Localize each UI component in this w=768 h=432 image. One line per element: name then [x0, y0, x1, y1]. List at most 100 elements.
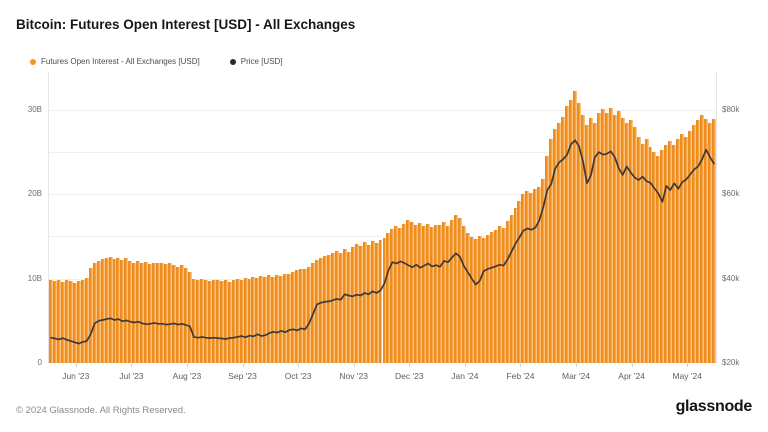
- oi-bar: [477, 236, 482, 363]
- x-axis-label: Aug '23: [172, 371, 202, 381]
- y-axis-tick-right: $40k: [722, 273, 740, 283]
- x-axis-tick: [75, 363, 77, 367]
- oi-bar: [235, 278, 240, 363]
- oi-bar: [382, 238, 387, 363]
- oi-bar: [267, 275, 272, 363]
- oi-bar: [672, 144, 677, 363]
- oi-bar: [136, 260, 141, 363]
- oi-bar: [584, 125, 589, 363]
- y-axis-tick-left: 0: [37, 358, 42, 367]
- oi-bar: [509, 214, 514, 363]
- oi-bar: [187, 271, 192, 363]
- oi-bar: [652, 152, 657, 363]
- oi-bar: [680, 133, 685, 363]
- oi-bar: [581, 115, 585, 363]
- oi-bar: [231, 280, 236, 363]
- legend-item-price[interactable]: Price [USD]: [229, 57, 283, 66]
- legend-label-price: Price [USD]: [240, 57, 283, 66]
- oi-bar: [557, 122, 562, 363]
- x-axis-label: May '24: [672, 371, 702, 381]
- oi-bar: [330, 253, 335, 363]
- oi-bar: [156, 263, 161, 363]
- oi-bar: [49, 280, 53, 363]
- oi-bar: [307, 266, 312, 363]
- x-axis-tick: [131, 363, 133, 367]
- y-axis-tick-left: 30B: [27, 104, 42, 114]
- oi-bar: [378, 239, 383, 363]
- oi-bar: [52, 281, 57, 363]
- oi-bar: [338, 252, 343, 363]
- oi-bar: [588, 118, 593, 363]
- oi-bar: [489, 232, 494, 363]
- oi-bar: [438, 224, 443, 363]
- chart-plot-area[interactable]: [48, 72, 717, 363]
- oi-bar: [191, 278, 196, 363]
- glassnode-logo[interactable]: glassnode: [675, 398, 753, 415]
- oi-bar: [442, 222, 447, 363]
- x-axis-tick: [576, 363, 578, 367]
- oi-bar: [271, 276, 276, 363]
- oi-bar: [628, 120, 633, 363]
- oi-bar: [465, 233, 470, 363]
- x-axis-tick: [687, 363, 689, 367]
- oi-bar: [620, 118, 625, 363]
- oi-bar: [569, 99, 574, 363]
- oi-bar: [243, 277, 248, 363]
- oi-bar: [263, 276, 268, 363]
- oi-bar: [577, 103, 581, 363]
- x-axis-label: Feb '24: [506, 371, 535, 381]
- oi-bar: [152, 262, 157, 363]
- oi-bar: [386, 233, 391, 363]
- oi-bar: [422, 226, 427, 363]
- oi-bar: [457, 217, 462, 363]
- copyright-text: © 2024 Glassnode. All Rights Reserved.: [16, 405, 186, 416]
- oi-bar: [299, 268, 304, 363]
- y-axis-tick-left: 10B: [27, 273, 42, 283]
- oi-bar: [183, 267, 188, 363]
- x-axis-tick: [353, 363, 355, 367]
- oi-bar: [68, 281, 73, 363]
- y-axis-tick-left: 20B: [27, 189, 42, 199]
- oi-bar: [561, 116, 566, 363]
- oi-bar: [140, 263, 145, 363]
- oi-bar: [402, 223, 407, 363]
- oi-bar: [315, 260, 319, 363]
- oi-bar: [521, 194, 526, 363]
- oi-bar: [624, 123, 629, 363]
- oi-bar: [291, 271, 296, 363]
- x-axis-tick: [520, 363, 522, 367]
- oi-bar: [453, 215, 458, 363]
- x-axis-tick: [186, 363, 188, 367]
- x-axis-label: Jan '24: [451, 371, 479, 381]
- oi-bar: [632, 126, 637, 363]
- oi-bar: [76, 281, 81, 363]
- open-interest-dot-icon: [30, 58, 36, 65]
- oi-bar: [461, 226, 466, 363]
- oi-bar: [469, 237, 474, 363]
- gridline: [49, 236, 716, 238]
- oi-bar: [239, 279, 244, 363]
- oi-bar: [172, 265, 177, 363]
- oi-bar: [505, 221, 510, 363]
- oi-bar: [132, 262, 137, 363]
- x-axis-tick: [298, 363, 300, 367]
- oi-bar: [219, 281, 224, 363]
- oi-bar: [418, 222, 423, 363]
- oi-bar: [612, 115, 617, 363]
- oi-bar: [545, 155, 550, 363]
- oi-bar: [203, 279, 208, 363]
- oi-bar: [660, 150, 665, 363]
- legend-item-open-interest[interactable]: Futures Open Interest - All Exchanges [U…: [30, 57, 200, 66]
- oi-bar: [648, 147, 653, 363]
- oi-bar: [688, 131, 693, 363]
- oi-bar: [604, 113, 609, 363]
- oi-bar: [227, 282, 232, 363]
- oi-bar: [684, 136, 689, 363]
- oi-bar: [247, 278, 252, 363]
- page-title: Bitcoin: Futures Open Interest [USD] - A…: [16, 17, 356, 32]
- oi-bar: [712, 119, 716, 363]
- oi-bar: [537, 186, 542, 363]
- oi-bar: [358, 245, 363, 363]
- oi-bar: [207, 281, 212, 363]
- gridline: [49, 194, 716, 196]
